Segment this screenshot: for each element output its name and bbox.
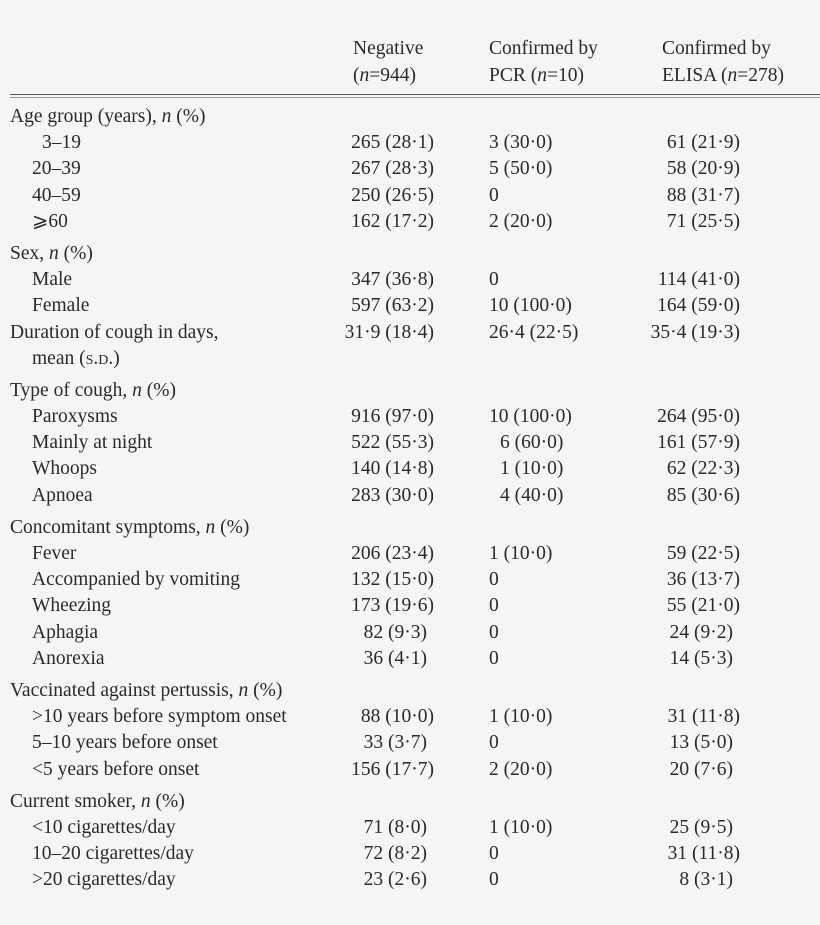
table-row: <10 cigarettes/day 71 (8·0) 1 (10·0) 25 … (32, 816, 733, 838)
table-row: 10–20 cigarettes/day 72 (8·2) 0 31 (11·8… (32, 843, 740, 865)
table-row: Whoops 140 (14·8) 1 (10·0) 62 (22·3) (32, 458, 740, 480)
section-age-group: Age group (years), n (%) 3–19 265 (28·1)… (0, 104, 820, 235)
table-row: Accompanied by vomiting 132 (15·0) 0 36 … (32, 569, 740, 591)
table-row: ⩾60 162 (17·2) 2 (20·0) 71 (25·5) (32, 210, 740, 232)
table-row: 3–19 265 (28·1) 3 (30·0) 61 (21·9) (42, 132, 740, 154)
table-row-continuation: mean (s.d.) (32, 347, 120, 369)
table-row: >10 years before symptom onset 88 (10·0)… (32, 706, 740, 728)
table-row: <5 years before onset 156 (17·7) 2 (20·0… (32, 758, 733, 780)
table-row: 20–39 267 (28·3) 5 (50·0) 58 (20·9) (32, 158, 740, 180)
section-vaccinated: Vaccinated against pertussis, n (%) >10 … (0, 678, 820, 783)
table-body: Age group (years), n (%) 3–19 265 (28·1)… (0, 104, 820, 899)
table-row: >20 cigarettes/day 23 (2·6) 0 8 (3·1) (32, 869, 733, 891)
table-row: Wheezing 173 (19·6) 0 55 (21·0) (32, 595, 740, 617)
table-row: Fever 206 (23·4) 1 (10·0) 59 (22·5) (32, 543, 740, 564)
table-row: Paroxysms 916 (97·0) 10 (100·0) 264 (95·… (32, 406, 740, 428)
table-row: Anorexia 36 (4·1) 0 14 (5·3) (32, 647, 733, 669)
header-rule-bottom (10, 97, 820, 98)
column-header-elisa: Confirmed by ELISA (n=278) (662, 38, 785, 86)
section-sex: Sex, n (%) Male 347 (36·8) 0 114 (41·0) … (0, 241, 820, 320)
table-row: 40–59 250 (26·5) 0 88 (31·7) (32, 184, 740, 206)
section-title: Type of cough, n (%) (10, 379, 176, 401)
section-concomitant-symptoms: Concomitant symptoms, n (%) Fever 206 (2… (0, 515, 820, 672)
section-title: Current smoker, n (%) (10, 790, 185, 812)
table-row: Apnoea 283 (30·0) 4 (40·0) 85 (30·6) (32, 484, 740, 506)
section-duration-of-cough: Duration of cough in days, 31·9 (18·4) 2… (0, 320, 820, 372)
section-title: Sex, n (%) (10, 242, 93, 264)
table-row: Male 347 (36·8) 0 114 (41·0) (32, 269, 740, 291)
section-type-of-cough: Type of cough, n (%) Paroxysms 916 (97·0… (0, 378, 820, 509)
table-row: 5–10 years before onset 33 (3·7) 0 13 (5… (32, 732, 733, 754)
section-title: Vaccinated against pertussis, n (%) (10, 679, 283, 701)
column-header-pcr: Confirmed by PCR (n=10) (489, 38, 598, 86)
table-row: Aphagia 82 (9·3) 0 24 (9·2) (32, 621, 733, 643)
table-row: Female 597 (63·2) 10 (100·0) 164 (59·0) (32, 295, 740, 317)
column-header-negative: Negative (n=944) (353, 38, 424, 86)
section-title: Age group (years), n (%) (10, 106, 206, 127)
section-title: Concomitant symptoms, n (%) (10, 516, 250, 538)
table-row: Duration of cough in days, 31·9 (18·4) 2… (10, 321, 740, 343)
table-row: Mainly at night 522 (55·3) 6 (60·0) 161 … (32, 432, 740, 454)
table-header: Negative (n=944) Confirmed by PCR (n=10)… (0, 35, 820, 95)
section-current-smoker: Current smoker, n (%) <10 cigarettes/day… (0, 789, 820, 894)
header-rule-top (10, 94, 820, 95)
